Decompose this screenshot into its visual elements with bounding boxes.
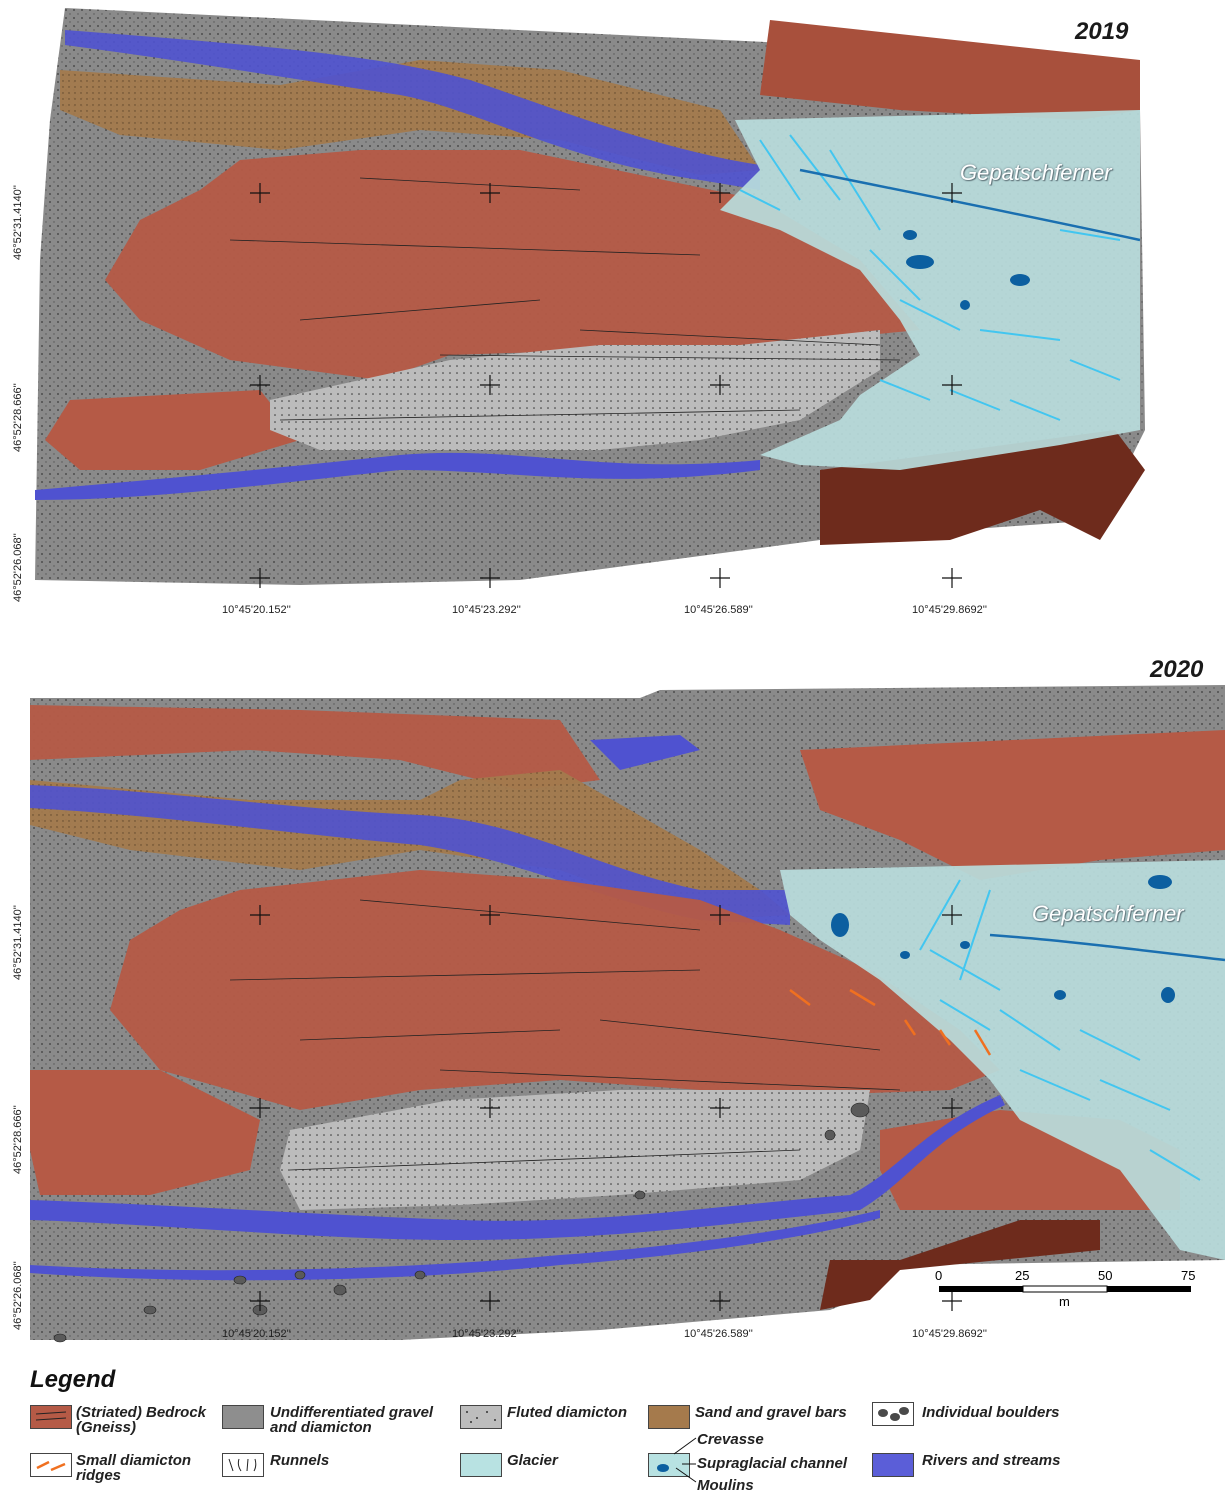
striations [229, 177, 901, 421]
legend-label: Rivers and streams [922, 1452, 1061, 1469]
glacier-name: Gepatschferner [1032, 901, 1184, 926]
legend-label: Runnels [270, 1452, 330, 1469]
scale-tick-label: 0 [935, 1268, 943, 1283]
map-panel-2019: 2019 Gepatschferner 46°52'31.4140'' 46°5… [0, 0, 1225, 630]
lon-label: 10°45'20.152'' [222, 604, 291, 616]
legend-label: Sand and gravel bars [695, 1404, 847, 1421]
legend-swatch-ridges [30, 1453, 72, 1477]
legend-label: (Striated) Bedrock (Gneiss) [76, 1404, 207, 1436]
fluted-area [280, 1090, 870, 1210]
legend-swatch-runnels [222, 1453, 264, 1477]
bedrock-area [30, 705, 600, 790]
lon-label: 10°45'20.152'' [222, 1328, 291, 1340]
legend-swatch-fluted [460, 1405, 502, 1429]
legend-pointer-arrows [673, 1437, 697, 1483]
legend-swatch-glacier [460, 1453, 502, 1477]
glacier-area [780, 860, 1225, 1260]
legend-swatch-bedrock [30, 1405, 72, 1429]
crevasse-lines [739, 134, 1121, 421]
legend-swatch-boulders [872, 1402, 914, 1426]
striations [229, 899, 901, 1171]
graticule [250, 905, 962, 1311]
crevasse-lines [919, 879, 1201, 1181]
lon-label: 10°45'29.8692'' [912, 604, 987, 616]
lat-label: 46°52'26.068'' [12, 1261, 24, 1330]
year-label: 2019 [1075, 18, 1129, 45]
scale-bar: 0 25 50 75 m [935, 1268, 1196, 1309]
scale-tick-label: 75 [1181, 1268, 1196, 1283]
bedrock-area [110, 870, 1000, 1110]
bedrock-area [800, 730, 1225, 880]
supraglacial-channel [799, 168, 1141, 242]
bedrock-area [820, 1220, 1100, 1310]
map-2020 [30, 685, 1225, 1343]
bedrock-area [820, 430, 1145, 545]
legend-label: Undifferentiated gravel and diamicton [270, 1404, 434, 1436]
scale-bar-graphic [939, 1285, 1191, 1293]
bedrock-area [45, 390, 300, 470]
lon-label: 10°45'29.8692'' [912, 1328, 987, 1340]
legend: Legend (Striated) Bedrock (Gneiss) Undif… [0, 1360, 1225, 1494]
legend-label: Supraglacial channel [697, 1455, 848, 1472]
legend-label: Moulins [697, 1477, 754, 1494]
scale-unit: m [1059, 1294, 1070, 1309]
river [30, 1210, 880, 1281]
scale-tick-label: 25 [1015, 1268, 1030, 1283]
fluted-area [270, 330, 880, 450]
legend-label: Small diamicton ridges [76, 1452, 192, 1484]
lon-label: 10°45'26.589'' [684, 604, 753, 616]
bedrock-area [760, 20, 1140, 120]
graticule [250, 183, 962, 588]
lon-label: 10°45'23.292'' [452, 1328, 521, 1340]
bedrock-area [30, 1070, 260, 1195]
lat-label: 46°52'28.666'' [12, 1105, 24, 1174]
moulins [903, 230, 1030, 310]
river [65, 30, 760, 190]
lon-label: 10°45'23.292'' [452, 604, 521, 616]
legend-label: Individual boulders [922, 1404, 1060, 1421]
legend-swatch-gravel [222, 1405, 264, 1429]
diamicton-ridges [789, 988, 992, 1056]
map-panel-2020: 2020 Gepatschferner 46°52'31.4140'' 46°5… [0, 650, 1225, 1350]
legend-swatch-sand [648, 1405, 690, 1429]
bedrock-area [105, 150, 920, 380]
moulins [831, 875, 1175, 1003]
map-2019 [35, 8, 1145, 588]
lat-label: 46°52'31.4140'' [12, 185, 24, 260]
river [30, 1095, 1005, 1240]
river [35, 452, 760, 500]
glacier-area [720, 110, 1140, 470]
legend-title: Legend [30, 1366, 116, 1393]
glacier-name: Gepatschferner [960, 160, 1112, 185]
river [590, 735, 700, 770]
lat-label: 46°52'31.4140'' [12, 905, 24, 980]
lat-label: 46°52'26.068'' [12, 533, 24, 602]
year-label: 2020 [1150, 656, 1204, 683]
boulders [53, 1102, 870, 1343]
legend-swatch-rivers [872, 1453, 914, 1477]
legend-label: Fluted diamicton [507, 1404, 627, 1421]
lon-label: 10°45'26.589'' [684, 1328, 753, 1340]
supraglacial-channel [989, 933, 1225, 962]
lat-label: 46°52'28.666'' [12, 383, 24, 452]
legend-label: Glacier [507, 1452, 558, 1469]
scale-tick-label: 50 [1098, 1268, 1113, 1283]
legend-label: Crevasse [697, 1431, 764, 1448]
